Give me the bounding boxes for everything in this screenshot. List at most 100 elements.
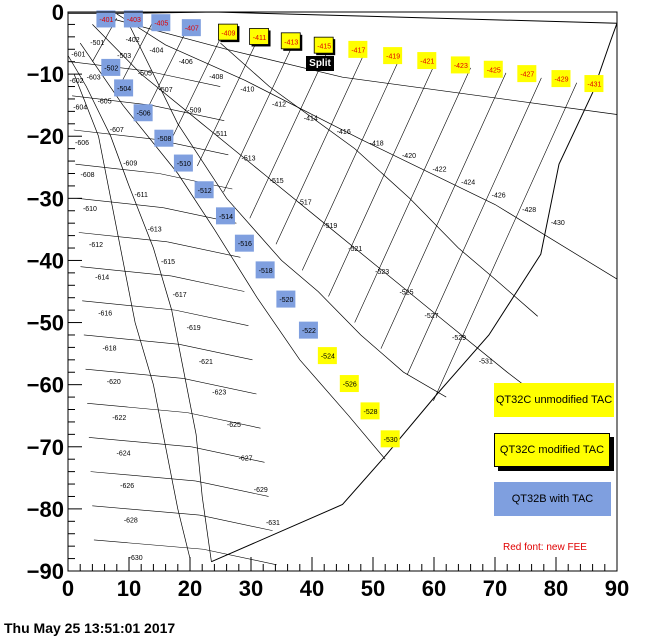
cell-label: -531 <box>479 359 493 366</box>
cell-m611: -611 <box>134 192 148 199</box>
cell-label: -606 <box>75 140 89 147</box>
cell-box <box>584 75 604 93</box>
cell-label: -619 <box>187 325 201 332</box>
x-tick-label: 50 <box>361 576 385 601</box>
grid-line <box>159 173 233 190</box>
y-tick-label: −20 <box>27 124 64 149</box>
cell-label: -421 <box>420 59 434 66</box>
cell-m604: -604 <box>73 105 87 112</box>
grid-line <box>380 72 507 349</box>
cell-label: -626 <box>120 483 134 490</box>
cell-box <box>194 181 214 199</box>
cell-label: -610 <box>83 206 97 213</box>
cell-label: -402 <box>126 37 140 44</box>
cell-label: -411 <box>253 35 267 42</box>
cell-m623: -623 <box>212 390 226 397</box>
cell-label: -426 <box>492 193 506 200</box>
cell-m528: -528 <box>360 402 380 420</box>
y-tick-label: 0 <box>52 0 64 25</box>
x-tick-label: 0 <box>62 576 74 601</box>
cell-label: -524 <box>321 354 335 361</box>
cell-m616: -616 <box>98 311 112 318</box>
cell-m624: -624 <box>117 450 131 457</box>
cell-m427: -427 <box>517 65 537 83</box>
cell-m531: -531 <box>479 359 493 366</box>
grid-line <box>170 32 224 141</box>
cell-label: -512 <box>198 188 212 195</box>
cell-m606: -606 <box>75 140 89 147</box>
cell-m505: -505 <box>138 70 152 77</box>
cell-label: -528 <box>364 409 378 416</box>
cell-label: -507 <box>159 87 173 94</box>
cell-label: -630 <box>129 555 143 562</box>
cell-label: -515 <box>270 178 284 185</box>
cell-m518: -518 <box>255 261 275 279</box>
grid-line <box>79 42 386 460</box>
cell-m513: -513 <box>242 155 256 162</box>
cell-label: -422 <box>432 167 446 174</box>
cell-box <box>383 47 403 65</box>
cell-label: -506 <box>137 111 151 118</box>
cell-m405: -405 <box>151 14 171 32</box>
cell-m424: -424 <box>461 180 475 187</box>
cell-m519: -519 <box>323 223 337 230</box>
cell-box <box>380 430 400 448</box>
cell-label: -404 <box>149 47 163 54</box>
cell-label: -424 <box>461 180 475 187</box>
cell-m612: -612 <box>89 242 103 249</box>
cell-m422: -422 <box>432 167 446 174</box>
cell-m430: -430 <box>551 220 565 227</box>
cell-m621: -621 <box>199 359 213 366</box>
x-tick-label: 70 <box>483 576 507 601</box>
cell-m523: -523 <box>375 269 389 276</box>
legend-red-font-note: Red font: new FEE <box>503 542 587 553</box>
cell-label: -504 <box>117 86 131 93</box>
cell-box <box>215 207 235 225</box>
y-tick-label: −90 <box>27 559 64 584</box>
cell-box <box>317 347 337 365</box>
cell-label: -514 <box>219 214 233 221</box>
grid-line <box>85 368 184 379</box>
cell-label: -517 <box>298 200 312 207</box>
cell-m413: -413 <box>280 32 303 51</box>
cell-m415: -415 <box>313 36 336 56</box>
cell-label: -618 <box>102 346 116 353</box>
cell-m421: -421 <box>417 52 437 70</box>
cell-label: -410 <box>240 87 254 94</box>
cell-m406: -406 <box>179 59 193 66</box>
cell-label: -505 <box>138 70 152 77</box>
cell-box <box>348 40 368 58</box>
cell-label: -605 <box>98 98 112 105</box>
cell-m629: -629 <box>254 487 268 494</box>
cell-m529: -529 <box>452 335 466 342</box>
grid-line <box>80 266 172 277</box>
legend-qt32c-modified: QT32C modified TAC <box>494 433 610 467</box>
grid-line <box>68 11 618 24</box>
x-tick-label: 90 <box>605 576 629 601</box>
cell-m402: -402 <box>126 37 140 44</box>
x-tick-label: 20 <box>178 576 202 601</box>
y-tick-label: −70 <box>27 435 64 460</box>
cell-m407: -407 <box>181 19 201 37</box>
grid-line <box>116 13 618 280</box>
detector-grid-lines <box>67 11 618 566</box>
grid-line <box>195 480 269 497</box>
cell-m423: -423 <box>450 56 470 74</box>
grid-line <box>83 334 180 345</box>
cell-label: -414 <box>304 116 318 123</box>
cell-m630: -630 <box>129 555 143 562</box>
cell-m403: -403 <box>123 10 143 28</box>
cell-m401: -401 <box>96 10 116 28</box>
cell-label: -620 <box>107 379 121 386</box>
cell-m524: -524 <box>317 347 337 365</box>
cell-label: -518 <box>259 268 273 275</box>
timestamp: Thu May 25 13:51:01 2017 <box>4 620 176 636</box>
cell-m419: -419 <box>383 47 403 65</box>
cell-label: -501 <box>90 40 104 47</box>
grid-line <box>144 28 188 114</box>
cell-m610: -610 <box>83 206 97 213</box>
cell-label: -527 <box>425 313 439 320</box>
cell-label: -613 <box>148 226 162 233</box>
cell-label: -420 <box>402 153 416 160</box>
cell-m620: -620 <box>107 379 121 386</box>
